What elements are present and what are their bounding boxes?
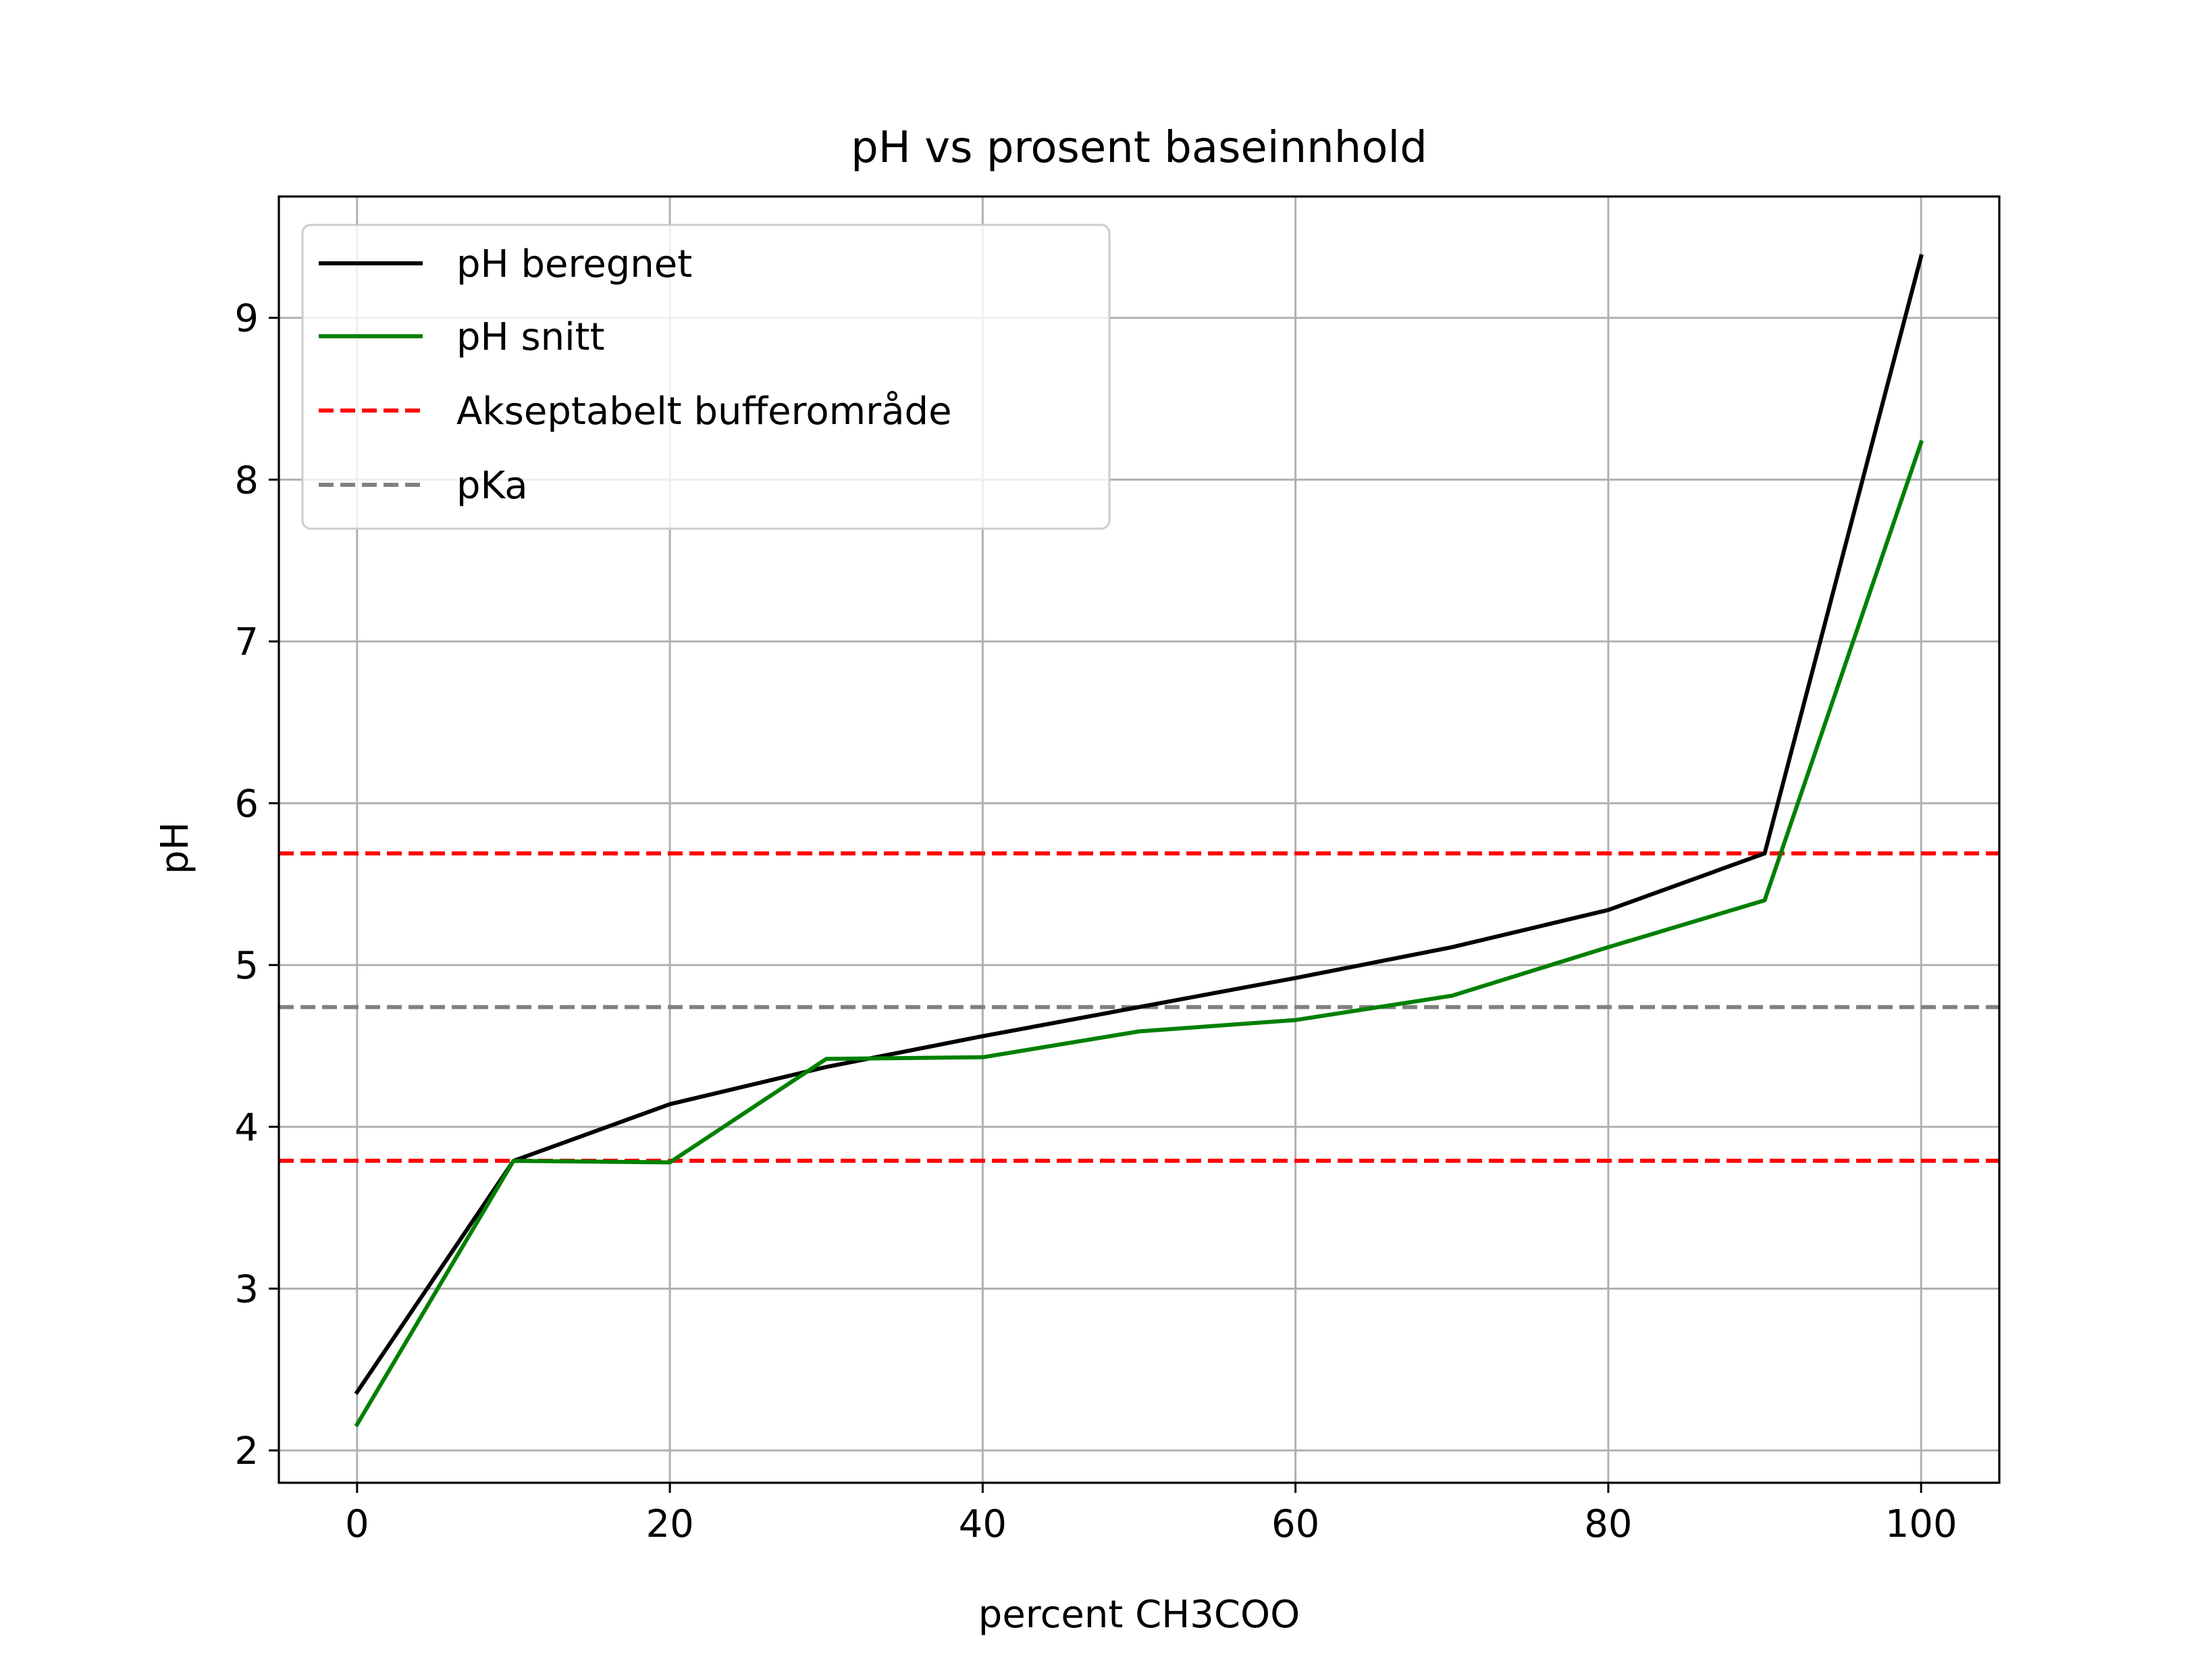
series-line-ph-beregnet [354,254,1924,1395]
x-tick-label: 40 [959,1502,1007,1546]
x-tick-label: 20 [646,1502,693,1546]
chart-title: pH vs prosent baseinnhold [851,123,1427,173]
legend-label-ph-snitt: pH snitt [456,315,605,359]
x-tick-label: 60 [1271,1502,1319,1546]
y-tick-label: 6 [234,783,259,826]
series-line-ph-snitt [354,440,1924,1427]
y-tick-label: 4 [234,1106,259,1150]
y-tick-label: 7 [234,621,259,664]
y-tick-label: 8 [234,458,259,502]
x-tick-label: 80 [1584,1502,1632,1546]
legend: pH beregnet pH snitt Akseptabelt buffero… [301,223,1111,530]
y-tick-label: 9 [234,297,259,341]
x-axis-label: percent CH3COO [978,1593,1300,1637]
y-tick-label: 2 [234,1429,259,1473]
legend-label-ph-beregnet: pH beregnet [456,242,692,286]
legend-label-buffer-range: Akseptabelt bufferområde [456,390,952,433]
y-tick-label: 3 [234,1267,259,1311]
legend-label-pka: pKa [456,464,528,508]
series-lines [354,254,1924,1427]
x-axis-ticks: 0 20 40 60 80 100 [345,1483,1957,1546]
y-tick-label: 5 [234,944,259,988]
legend-box [301,223,1111,530]
y-axis-label: pH [153,822,197,874]
plot-frame [278,195,2001,1484]
x-tick-label: 0 [345,1502,369,1546]
y-axis-ticks: 2 3 4 5 6 7 8 9 [234,297,279,1473]
x-tick-label: 100 [1885,1502,1957,1546]
